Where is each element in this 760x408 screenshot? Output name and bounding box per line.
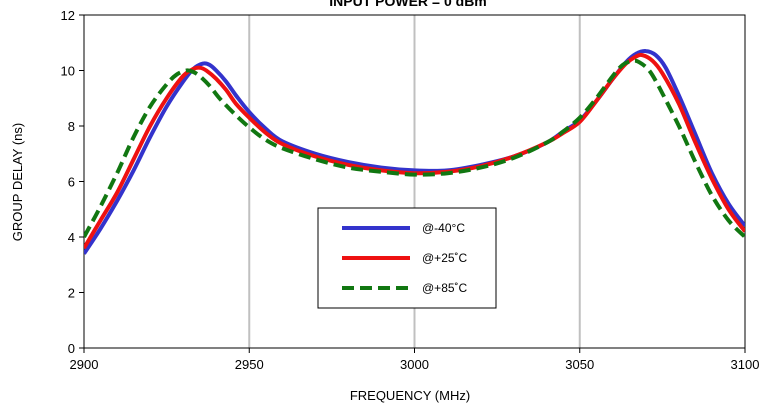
legend-label: @+85˚C <box>422 281 468 295</box>
y-tick-label: 0 <box>68 341 75 356</box>
x-tick-label: 2950 <box>235 357 264 372</box>
y-tick-label: 6 <box>68 175 75 190</box>
legend: @-40°C @+25˚C @+85˚C <box>317 207 497 309</box>
legend-label: @-40°C <box>422 221 465 235</box>
x-tick-label: 3050 <box>565 357 594 372</box>
series-lines <box>84 49 745 255</box>
y-tick-label: 4 <box>68 230 75 245</box>
series-line-1 <box>84 49 745 255</box>
legend-label: @+25˚C <box>422 251 468 265</box>
y-tick-label: 8 <box>68 119 75 134</box>
y-tick-label: 12 <box>61 8 75 23</box>
chart-title: INPUT POWER = 0 dBm <box>329 0 487 9</box>
y-axis-title: GROUP DELAY (ns) <box>10 123 25 241</box>
y-tick-label: 10 <box>61 64 75 79</box>
y-tick-label: 2 <box>68 286 75 301</box>
x-tick-label: 3100 <box>731 357 760 372</box>
axis-ticks: 2900 2950 3000 3050 3100 0 2 4 6 8 10 12 <box>61 8 760 372</box>
x-axis-title: FREQUENCY (MHz) <box>350 388 470 403</box>
x-tick-label: 3000 <box>400 357 429 372</box>
x-tick-label: 2900 <box>70 357 99 372</box>
series-line-3 <box>84 58 745 239</box>
